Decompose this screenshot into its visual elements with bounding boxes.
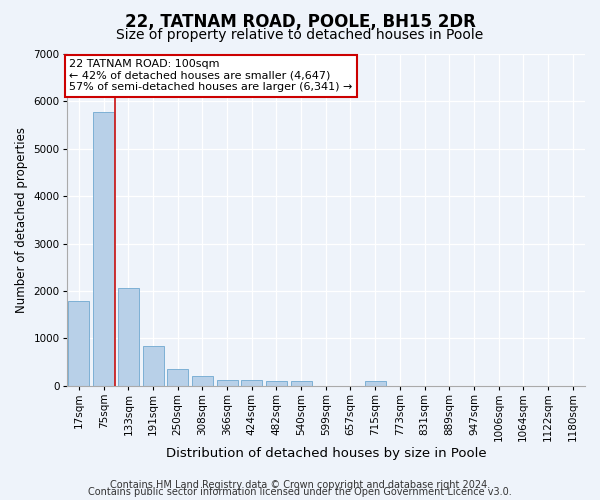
Bar (143, 346, 164, 386)
Text: 22 TATNAM ROAD: 100sqm
← 42% of detached houses are smaller (4,647)
57% of semi-: 22 TATNAM ROAD: 100sqm ← 42% of detached… (69, 59, 353, 92)
Bar (241, 380, 262, 386)
Bar (118, 288, 139, 386)
Bar (365, 380, 386, 386)
Bar (192, 376, 213, 386)
X-axis label: Distribution of detached houses by size in Poole: Distribution of detached houses by size … (166, 447, 486, 460)
Bar (93, 112, 114, 386)
Text: Contains HM Land Registry data © Crown copyright and database right 2024.: Contains HM Land Registry data © Crown c… (110, 480, 490, 490)
Text: Size of property relative to detached houses in Poole: Size of property relative to detached ho… (116, 28, 484, 42)
Y-axis label: Number of detached properties: Number of detached properties (15, 127, 28, 313)
Text: 22, TATNAM ROAD, POOLE, BH15 2DR: 22, TATNAM ROAD, POOLE, BH15 2DR (125, 12, 475, 30)
Bar (290, 382, 311, 386)
Bar (167, 369, 188, 386)
Text: Contains public sector information licensed under the Open Government Licence v3: Contains public sector information licen… (88, 487, 512, 497)
Bar (266, 380, 287, 386)
Bar (68, 302, 89, 386)
Bar (217, 380, 238, 386)
